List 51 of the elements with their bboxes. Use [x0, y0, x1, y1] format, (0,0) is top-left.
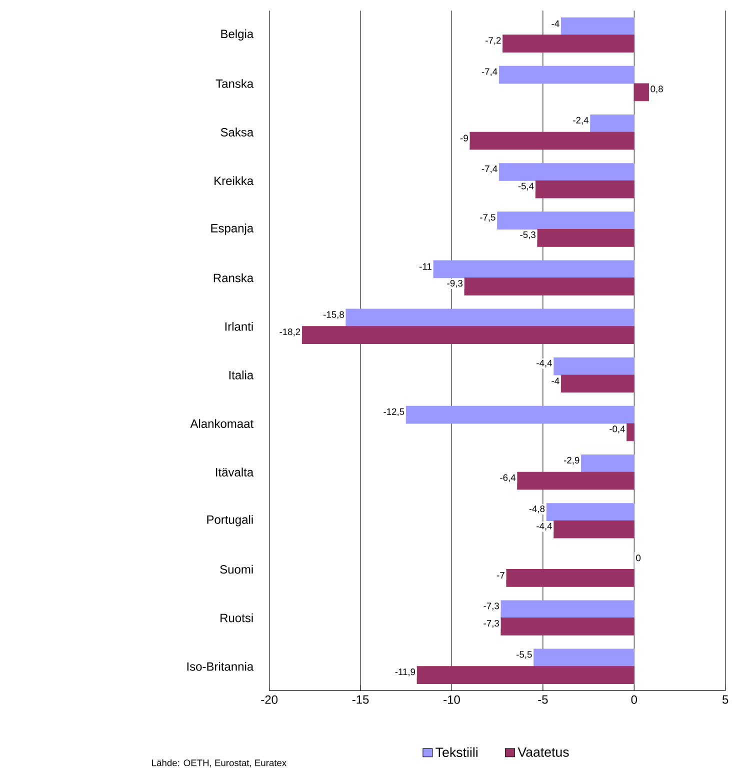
data-label: -5,5	[516, 651, 532, 659]
data-label: -7,2	[486, 37, 501, 45]
data-label: -9,3	[447, 280, 462, 288]
y-tick-label: Belgia	[221, 29, 254, 41]
data-label: -12,5	[384, 408, 404, 416]
data-label: -7	[496, 572, 504, 578]
data-label: -2,9	[564, 456, 580, 465]
legend-label: Vaatetus	[518, 748, 569, 757]
data-label: 0	[636, 554, 641, 562]
legend-label: Tekstiili	[436, 747, 478, 758]
y-tick-label: Italia	[229, 370, 254, 380]
y-tick-label: Kreikka	[214, 176, 254, 186]
data-label: -4	[552, 378, 560, 384]
y-tick-label: Saksa	[220, 128, 254, 137]
x-tick-label: 5	[722, 695, 728, 704]
data-label: -7,5	[480, 214, 496, 222]
x-tick-label: -20	[261, 695, 278, 704]
data-label: -0,4	[610, 426, 625, 434]
y-tick-label: Itävalta	[216, 468, 254, 477]
x-tick-label: -15	[352, 695, 369, 704]
data-label: -7,3	[484, 602, 499, 610]
data-label: -9	[460, 134, 468, 142]
data-label: -11,9	[395, 668, 416, 676]
data-label: -5,3	[520, 231, 536, 240]
data-label: -11	[420, 263, 432, 270]
y-tick-label: Ranska	[214, 273, 254, 282]
data-label: -18,2	[280, 328, 300, 336]
y-tick-label: Ruotsi	[220, 613, 253, 622]
data-label: -7,4	[482, 68, 498, 76]
data-label: -2,4	[573, 116, 588, 125]
data-label: -7,4	[482, 166, 498, 174]
text: Lähde: OETH, Eurostat, Euratex	[152, 759, 286, 768]
y-tick-label: Suomi	[220, 564, 253, 574]
data-label: -7,3	[484, 620, 499, 628]
data-label: -4,4	[536, 360, 552, 368]
x-tick-label: -10	[444, 695, 460, 704]
y-tick-label: Iso-Britannia	[187, 662, 254, 671]
data-label: -5,4	[518, 182, 534, 190]
data-label: -4,4	[536, 522, 552, 530]
y-tick-label: Irlanti	[225, 322, 253, 331]
data-label: -4	[552, 20, 560, 27]
y-tick-label: Portugali	[207, 515, 253, 526]
y-tick-label: Alankomaat	[190, 419, 254, 428]
y-tick-label: Tanska	[216, 79, 254, 88]
data-label: -15,8	[323, 311, 344, 319]
y-tick-label: Espanja	[211, 224, 254, 235]
x-tick-label: 0	[631, 695, 638, 704]
data-label: -4,8	[529, 505, 545, 514]
data-label: -6,4	[500, 474, 516, 482]
x-tick-label: -5	[538, 695, 548, 704]
data-label: 0,8	[650, 86, 663, 94]
